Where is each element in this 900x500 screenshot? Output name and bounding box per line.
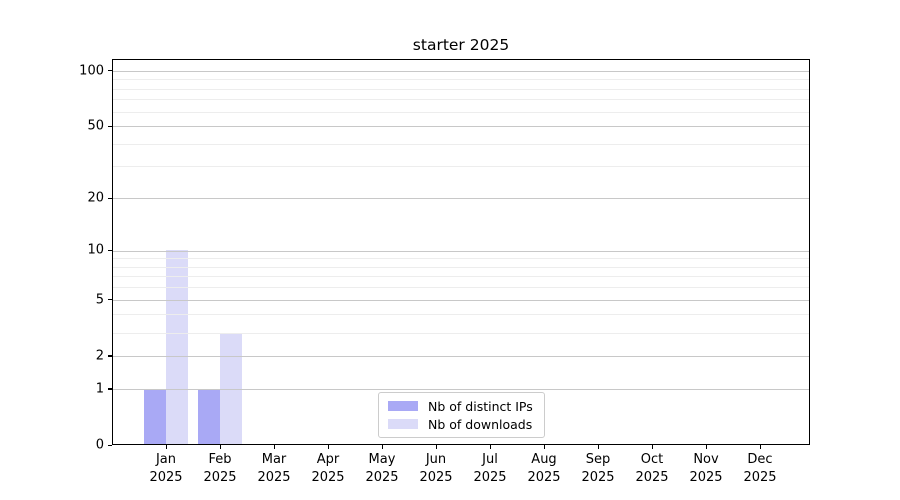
legend-label-downloads: Nb of downloads [428, 416, 533, 432]
x-tick-label: Aug 2025 [527, 452, 561, 485]
axes-frame [112, 59, 810, 445]
gridline-major [113, 388, 809, 390]
x-tick-mark [490, 445, 492, 449]
gridline-minor [113, 314, 809, 316]
bar-distinct-ips-jan [144, 388, 166, 444]
gridline-minor [113, 79, 809, 81]
x-tick-mark [652, 445, 654, 449]
x-tick-mark [706, 445, 708, 449]
gridline-minor [113, 143, 809, 145]
y-tick-label: 0 [95, 437, 104, 453]
bar-distinct-ips-feb [198, 388, 220, 444]
y-tick-label: 50 [87, 118, 104, 134]
x-tick-mark [382, 445, 384, 449]
y-tick-label: 10 [87, 242, 104, 258]
x-tick-mark [598, 445, 600, 449]
gridline-minor [113, 332, 809, 334]
x-tick-label: Dec 2025 [743, 452, 777, 485]
bar-downloads-feb [220, 332, 242, 444]
gridline-minor [113, 266, 809, 268]
x-tick-mark [166, 445, 168, 449]
x-tick-label: Sep 2025 [581, 452, 615, 485]
y-tick-mark [108, 355, 112, 357]
x-tick-mark [220, 445, 222, 449]
gridline-major [113, 299, 809, 301]
x-tick-label: Mar 2025 [257, 452, 291, 485]
gridline-minor [113, 88, 809, 90]
gridline-major [113, 198, 809, 199]
gridline-major [113, 70, 809, 72]
x-tick-mark [328, 445, 330, 449]
legend-swatch-distinct-ips [388, 401, 418, 411]
y-tick-label: 1 [95, 381, 104, 397]
x-tick-label: Jun 2025 [419, 452, 453, 485]
gridline-major [113, 250, 809, 252]
gridline-minor [113, 276, 809, 278]
y-tick-mark [108, 444, 112, 446]
legend: Nb of distinct IPs Nb of downloads [378, 392, 545, 438]
x-tick-label: Apr 2025 [311, 452, 345, 485]
gridline-minor [113, 166, 809, 168]
x-tick-label: Oct 2025 [635, 452, 669, 485]
chart-title: starter 2025 [412, 36, 510, 54]
y-tick-label: 2 [95, 348, 104, 364]
y-tick-label: 20 [87, 190, 104, 206]
bar-downloads-jan [166, 250, 188, 444]
y-tick-label: 5 [95, 292, 104, 308]
gridline-minor [113, 287, 809, 289]
legend-swatch-downloads [388, 419, 418, 429]
x-tick-label: Feb 2025 [203, 452, 237, 485]
y-tick-mark [108, 299, 112, 301]
y-tick-mark [108, 70, 112, 72]
y-tick-mark [108, 125, 112, 127]
x-tick-label: Nov 2025 [689, 452, 723, 485]
x-tick-mark [274, 445, 276, 449]
x-tick-mark [760, 445, 762, 449]
x-tick-mark [436, 445, 438, 449]
y-tick-mark [108, 388, 112, 390]
gridline-major [113, 126, 809, 127]
y-tick-label: 100 [79, 63, 104, 79]
gridline-major [113, 355, 809, 357]
x-tick-label: May 2025 [365, 452, 399, 485]
y-tick-mark [108, 249, 112, 252]
x-tick-mark [544, 445, 546, 449]
x-tick-label: Jul 2025 [473, 452, 507, 485]
legend-label-distinct-ips: Nb of distinct IPs [428, 398, 533, 414]
y-tick-mark [108, 197, 112, 199]
legend-item-distinct-ips: Nb of distinct IPs [388, 397, 535, 415]
gridline-minor [113, 258, 809, 260]
x-tick-label: Jan 2025 [149, 452, 183, 485]
gridline-minor [113, 111, 809, 113]
legend-item-downloads: Nb of downloads [388, 415, 535, 433]
gridline-minor [113, 99, 809, 101]
